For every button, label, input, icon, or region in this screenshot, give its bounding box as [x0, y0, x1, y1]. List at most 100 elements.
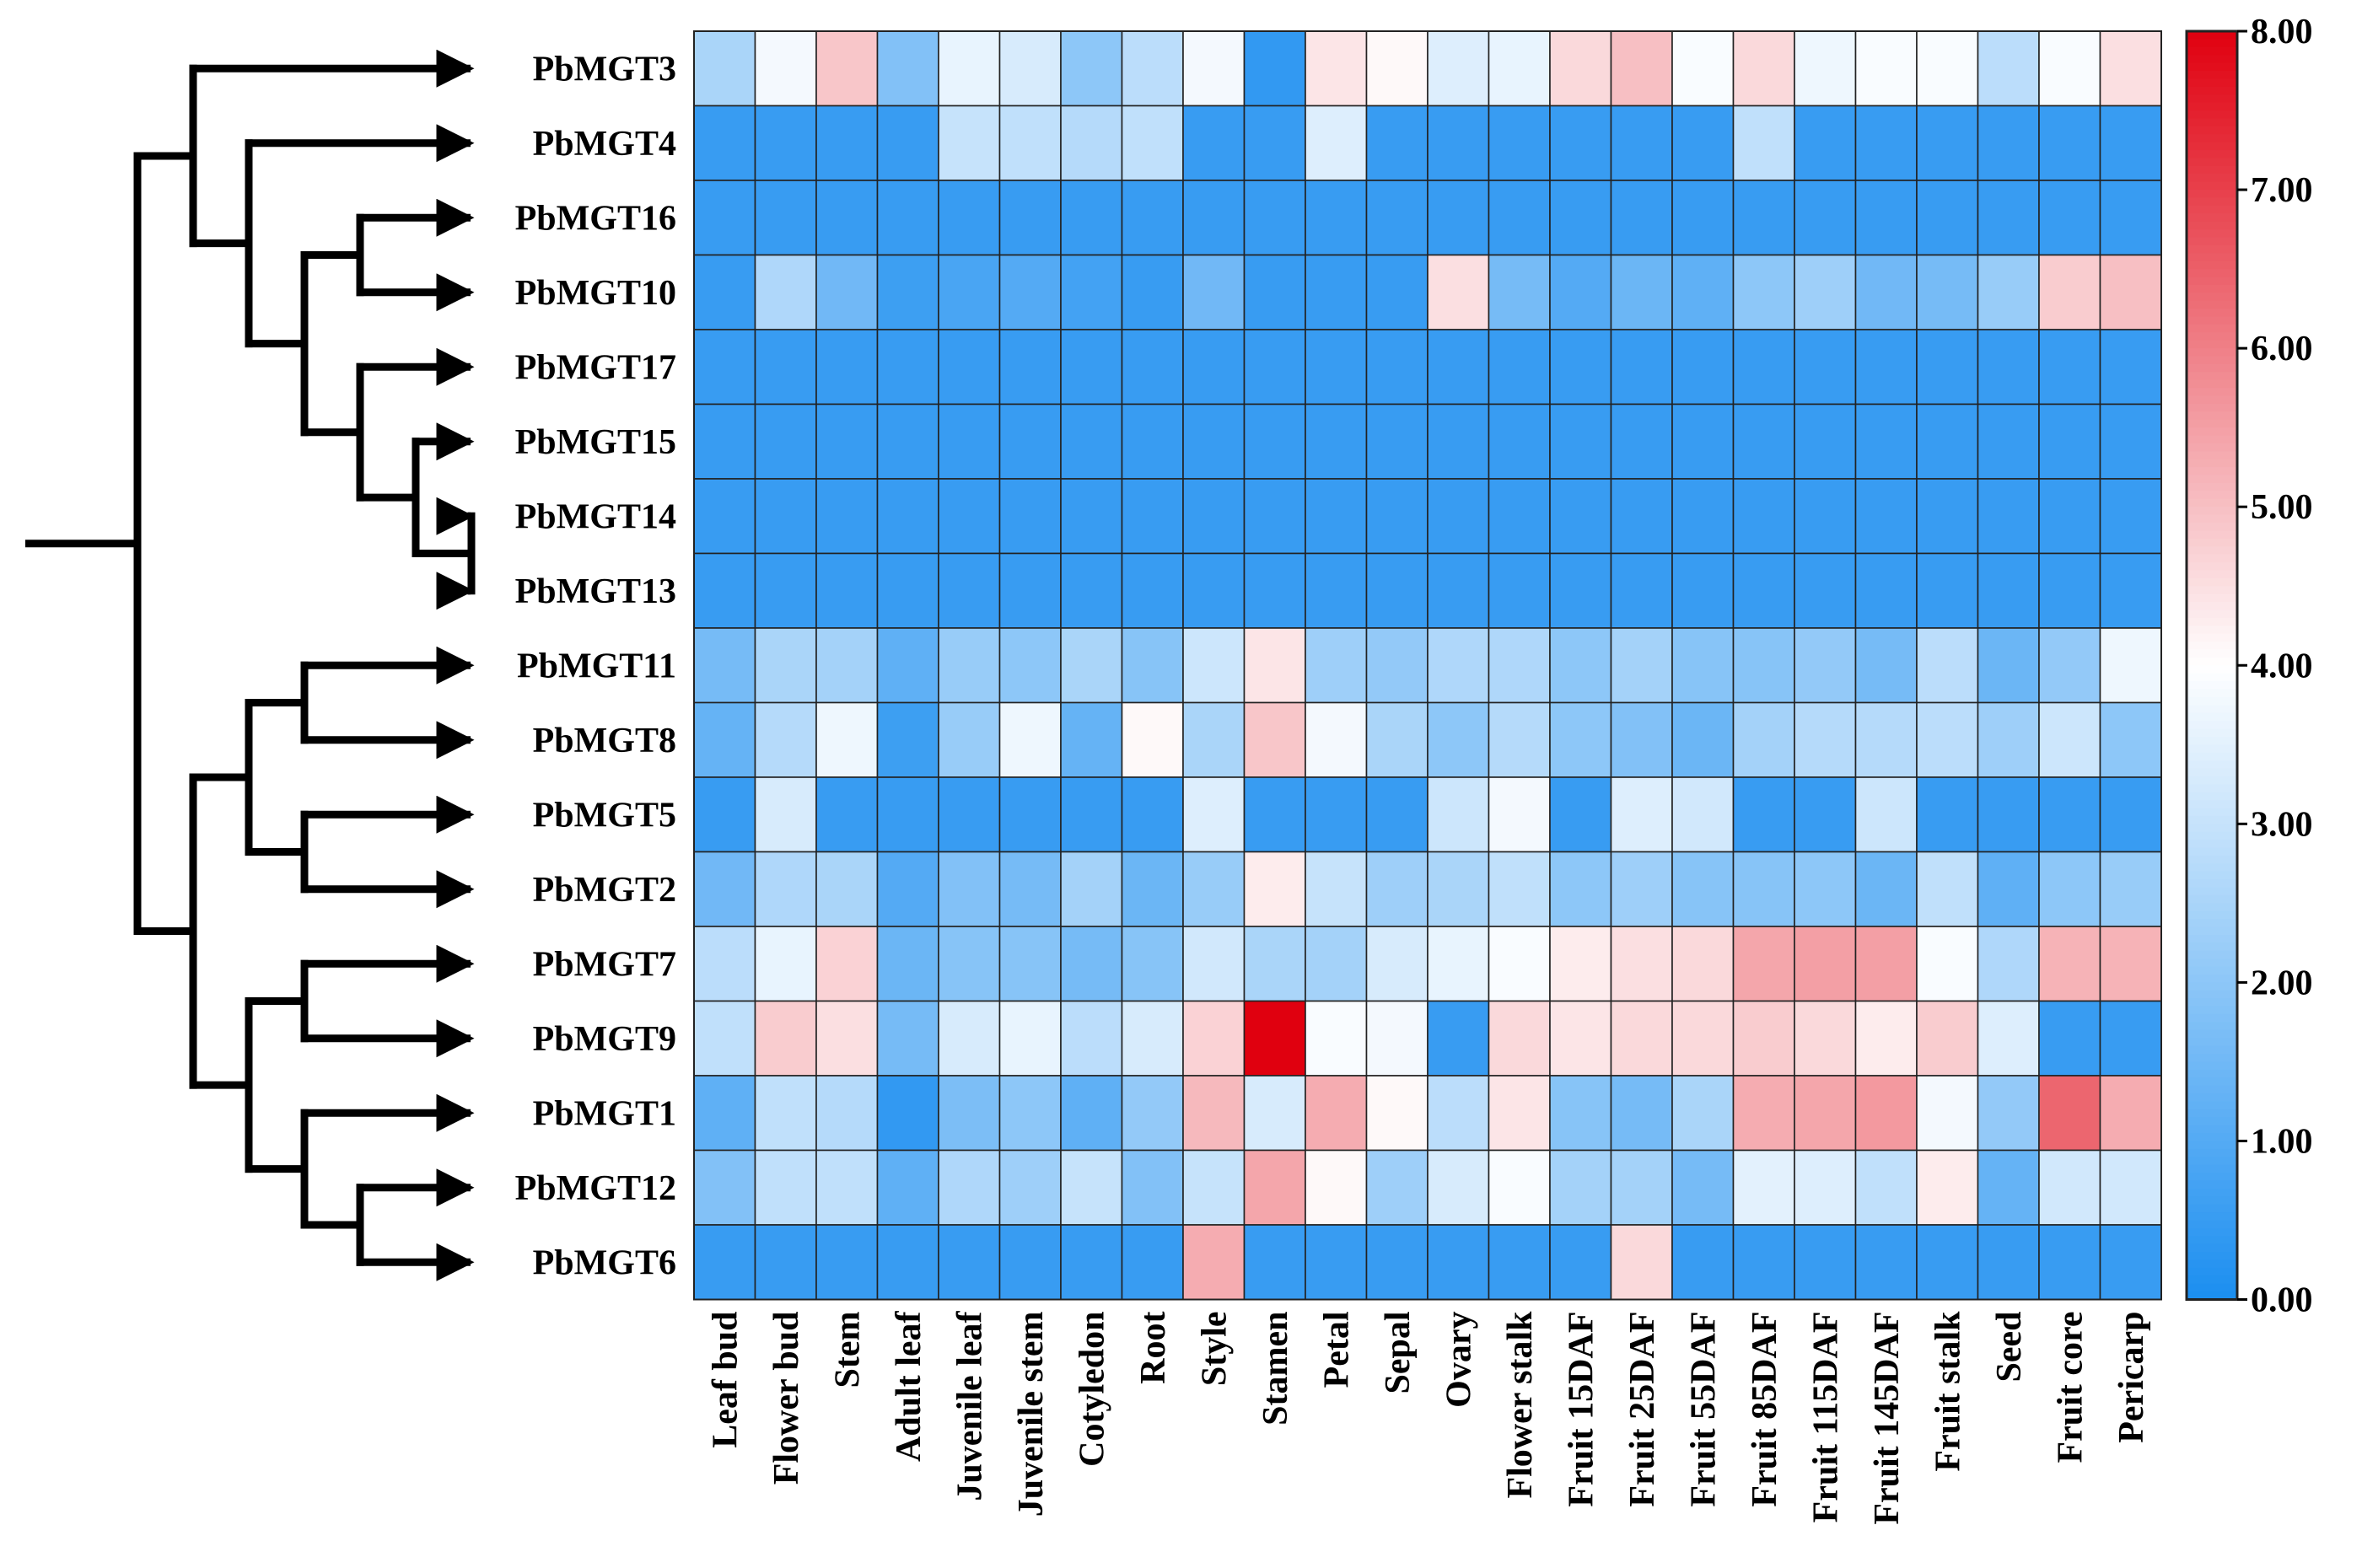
heatmap-cell: [1916, 851, 1979, 927]
heatmap-cell: [1427, 105, 1490, 181]
colorbar-gradient-step: [2187, 570, 2237, 579]
colorbar-gradient-step: [2187, 744, 2237, 754]
colorbar-gradient-step: [2187, 491, 2237, 500]
heatmap-cell: [2099, 1149, 2162, 1226]
heatmap-cell: [1305, 403, 1368, 480]
heatmap-cell: [1365, 552, 1428, 629]
colorbar-gradient-step: [2187, 1283, 2237, 1292]
heatmap-cell: [693, 552, 756, 629]
heatmap-cell: [1121, 627, 1184, 704]
heatmap-cell: [1488, 478, 1551, 555]
heatmap-cell: [1488, 1000, 1551, 1077]
colorbar-tick-label: 6.00: [2251, 330, 2313, 368]
heatmap-cell: [1854, 30, 1918, 107]
heatmap-cell: [1977, 1075, 2040, 1152]
heatmap-cell: [1794, 1149, 1857, 1226]
heatmap-cell: [1671, 254, 1735, 330]
heatmap-cell: [1610, 478, 1673, 555]
heatmap-cell: [1732, 180, 1795, 256]
heatmap-cell: [815, 1075, 879, 1152]
heatmap-cell: [1121, 329, 1184, 405]
colorbar-gradient-step: [2187, 910, 2237, 920]
heatmap-cell: [998, 851, 1062, 927]
colorbar-gradient-step: [2187, 871, 2237, 880]
heatmap-cell: [1977, 105, 2040, 181]
tissue-label: Ovary: [1439, 1312, 1478, 1408]
heatmap-cell: [998, 701, 1062, 778]
heatmap-cell: [1427, 776, 1490, 853]
tissue-label: Sepal: [1379, 1312, 1418, 1394]
heatmap-cell: [815, 1149, 879, 1226]
heatmap-cell: [2099, 851, 2162, 927]
heatmap-cell: [1243, 1224, 1306, 1301]
heatmap-cell: [1549, 105, 1612, 181]
colorbar-gradient-step: [2187, 514, 2237, 524]
heatmap-cell: [2099, 1075, 2162, 1152]
colorbar-gradient-step: [2187, 1275, 2237, 1285]
gene-label: PbMGT7: [533, 945, 676, 984]
colorbar-gradient-step: [2187, 800, 2237, 809]
heatmap-cell: [876, 403, 939, 480]
heatmap-cell: [1182, 403, 1246, 480]
colorbar-gradient-step: [2187, 602, 2237, 611]
heatmap-cell: [1365, 1149, 1428, 1226]
heatmap-cell: [876, 478, 939, 555]
colorbar-gradient-step: [2187, 118, 2237, 127]
heatmap-cell: [1916, 926, 1979, 1002]
colorbar-gradient-step: [2187, 340, 2237, 349]
heatmap-cell: [693, 180, 756, 256]
colorbar-gradient-step: [2187, 609, 2237, 619]
heatmap-cell: [2099, 105, 2162, 181]
heatmap-cell: [1610, 701, 1673, 778]
heatmap-cell: [1916, 403, 1979, 480]
heatmap-cell: [1732, 105, 1795, 181]
heatmap-cell: [1610, 329, 1673, 405]
heatmap-cell: [1121, 552, 1184, 629]
heatmap-cell: [754, 851, 817, 927]
heatmap-cell: [2038, 701, 2101, 778]
heatmap-cell: [815, 627, 879, 704]
heatmap-cell: [1182, 254, 1246, 330]
heatmap-cell: [1977, 329, 2040, 405]
heatmap-cell: [938, 1149, 1001, 1226]
heatmap-cell: [1305, 254, 1368, 330]
colorbar-gradient-step: [2187, 316, 2237, 325]
heatmap-cell: [1305, 926, 1368, 1002]
heatmap-cell: [938, 1224, 1001, 1301]
heatmap-cell: [2099, 1000, 2162, 1077]
heatmap-cell: [2099, 926, 2162, 1002]
heatmap-cell: [876, 180, 939, 256]
heatmap-cell: [815, 776, 879, 853]
gene-label: PbMGT2: [533, 871, 676, 910]
heatmap-cell: [1427, 180, 1490, 256]
heatmap-cell: [1060, 552, 1123, 629]
colorbar-gradient-step: [2187, 824, 2237, 833]
colorbar-gradient-step: [2187, 554, 2237, 563]
colorbar-tick-label: 0.00: [2251, 1281, 2313, 1320]
heatmap-cell: [1121, 478, 1184, 555]
heatmap-cell: [1794, 851, 1857, 927]
colorbar-gradient-step: [2187, 356, 2237, 365]
gene-label: PbMGT1: [533, 1094, 676, 1133]
heatmap-cell: [1977, 776, 2040, 853]
heatmap-cell: [815, 254, 879, 330]
heatmap-cell: [998, 105, 1062, 181]
heatmap-cell: [1365, 30, 1428, 107]
heatmap-cell: [1427, 1000, 1490, 1077]
heatmap-cell: [938, 851, 1001, 927]
colorbar-gradient-step: [2187, 1259, 2237, 1269]
gene-label: PbMGT6: [533, 1243, 676, 1282]
heatmap-cell: [754, 1149, 817, 1226]
heatmap-cell: [2099, 30, 2162, 107]
heatmap-cell: [1610, 30, 1673, 107]
tissue-label: Flower stalk: [1501, 1311, 1540, 1499]
heatmap-cell: [1365, 1000, 1428, 1077]
heatmap-cell: [1549, 701, 1612, 778]
colorbar-gradient-step: [2187, 1022, 2237, 1031]
heatmap-cell: [1060, 329, 1123, 405]
heatmap-cell: [693, 30, 756, 107]
colorbar-gradient-step: [2187, 792, 2237, 801]
colorbar-gradient-step: [2187, 403, 2237, 413]
tissue-label: Fruit 115DAF: [1806, 1312, 1845, 1523]
heatmap-cell: [1916, 478, 1979, 555]
